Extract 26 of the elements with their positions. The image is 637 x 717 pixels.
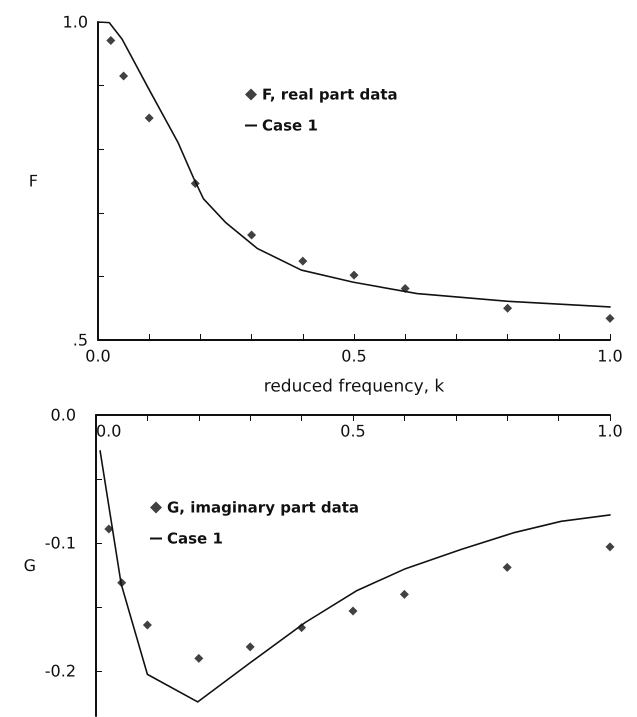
point [247,230,256,240]
point [350,270,358,280]
x-tick-label: 1.0 [597,422,623,440]
x-tick-label: 0.0 [96,422,122,440]
point [144,114,154,123]
point [298,256,308,266]
point [106,36,116,45]
y-tick-label: .5 [72,330,88,350]
x-tick-label: 1.0 [597,346,623,366]
y-tick-label: 0.0 [50,406,76,424]
x-tick-label: 0.5 [340,422,366,440]
y-tick-label: -0.2 [44,662,76,681]
x-axis-title: reduced frequency, k [264,376,444,396]
x-tick-label: 0.5 [341,346,367,366]
point [606,314,614,323]
x-tick-label: 0.0 [85,346,111,366]
line-series [99,450,611,703]
y-axis-title: F [28,172,38,190]
legend-label: Case 1 [167,530,223,548]
point [503,304,512,313]
y-tick-label: -0.1 [44,534,76,553]
point [119,72,128,81]
legend-label: F, real part data [262,86,398,104]
y-axis-title: G [24,556,36,575]
legend-label: Case 1 [262,116,318,134]
legend-label: G, imaginary part data [167,498,360,516]
